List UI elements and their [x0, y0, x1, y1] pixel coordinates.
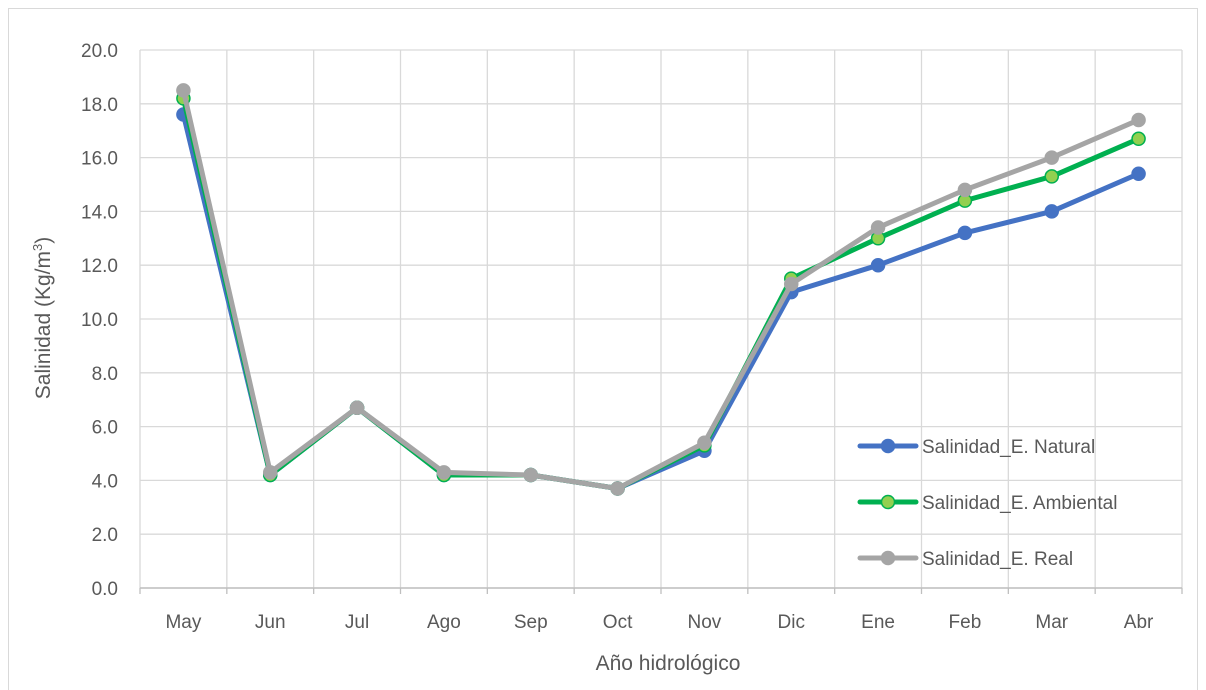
- x-tick-label: Ene: [861, 612, 895, 633]
- y-axis-title: Salinidad (Kg/m3): [30, 237, 55, 399]
- x-tick-label: Abr: [1124, 612, 1154, 633]
- data-point: [523, 467, 538, 483]
- grid: [139, 49, 1183, 594]
- data-point: [436, 465, 452, 480]
- x-tick-label: Feb: [949, 612, 982, 633]
- legend-label: Salinidad_E. Real: [922, 549, 1073, 570]
- x-tick-label: Ago: [427, 612, 461, 633]
- x-tick-label: Sep: [514, 612, 548, 633]
- data-point: [1131, 112, 1146, 128]
- legend-label: Salinidad_E. Natural: [922, 437, 1095, 458]
- data-point: [697, 435, 712, 450]
- y-axis-title-superscript: 3: [30, 244, 45, 251]
- legend-label: Salinidad_E. Ambiental: [922, 493, 1117, 514]
- y-tick-label: 4.0: [92, 471, 118, 492]
- data-point: [1131, 166, 1146, 181]
- legend-marker: [880, 438, 896, 454]
- data-point: [784, 276, 799, 292]
- x-tick-label: Jul: [345, 612, 369, 633]
- data-point: [1044, 169, 1059, 184]
- y-tick-label: 18.0: [81, 95, 118, 116]
- y-tick-labels: 0.0 2.0 4.0 6.0 8.0 10.0 12.0 14.0 16.0 18.0 20.0: [81, 41, 118, 600]
- y-tick-label: 6.0: [92, 418, 118, 439]
- x-tick-label: May: [165, 612, 201, 633]
- y-tick-label: 0.0: [92, 579, 118, 600]
- x-tick-label: Jun: [255, 612, 286, 633]
- x-tick-label: Dic: [778, 612, 805, 633]
- data-point: [1044, 150, 1059, 165]
- series-line: [180, 87, 1142, 491]
- x-tick-label: Nov: [688, 612, 722, 633]
- series-3: [176, 83, 1146, 496]
- chart-frame: [8, 8, 1198, 690]
- x-axis-title: Año hidrológico: [596, 652, 741, 675]
- y-tick-label: 8.0: [92, 364, 118, 385]
- legend-marker: [880, 550, 896, 566]
- y-tick-label: 2.0: [92, 525, 118, 546]
- y-tick-label: 16.0: [81, 149, 118, 170]
- data-point: [870, 257, 886, 273]
- legend-entry: Salinidad_E. Natural: [857, 437, 1095, 458]
- y-tick-label: 10.0: [81, 310, 118, 331]
- legend: Salinidad_E. Natural Salinidad_E. Ambient…: [857, 437, 1117, 570]
- y-tick-label: 14.0: [81, 202, 118, 223]
- data-point: [957, 182, 973, 198]
- y-axis-title-main: Salinidad (Kg/m: [32, 251, 55, 399]
- y-tick-label: 20.0: [81, 41, 118, 62]
- data-point: [1131, 131, 1146, 147]
- series-layer: [176, 83, 1146, 496]
- data-point: [870, 220, 886, 235]
- y-axis-title-close: ): [32, 237, 55, 244]
- data-point: [263, 465, 278, 480]
- legend-marker: [880, 494, 896, 510]
- data-point: [957, 225, 973, 241]
- data-point: [1044, 204, 1059, 219]
- x-tick-labels: May Jun Jul Ago Sep Oct Nov Dic Ene Feb Mar Abr: [165, 612, 1154, 633]
- legend-entry: Salinidad_E. Real: [857, 549, 1073, 570]
- x-tick-label: Mar: [1035, 612, 1068, 633]
- data-point: [610, 481, 625, 496]
- data-point: [349, 400, 365, 416]
- y-tick-label: 12.0: [81, 256, 118, 277]
- legend-entry: Salinidad_E. Ambiental: [857, 493, 1117, 514]
- data-point: [176, 83, 191, 98]
- x-tick-label: Oct: [603, 612, 633, 633]
